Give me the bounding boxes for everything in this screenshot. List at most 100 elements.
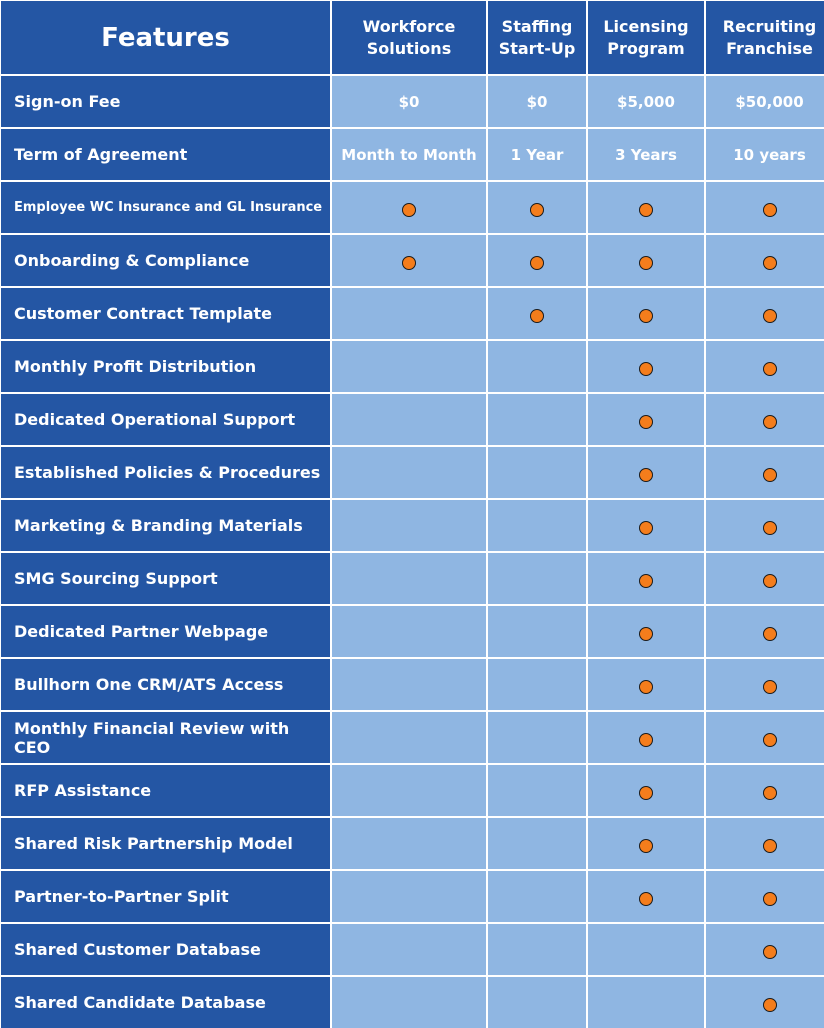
table-cell [332,341,486,392]
table-cell [488,606,586,657]
table-cell: $0 [488,76,586,127]
table-cell [706,818,824,869]
table-cell [332,818,486,869]
included-dot-icon [762,732,777,747]
table-cell [332,924,486,975]
table-cell [706,606,824,657]
included-dot-icon [762,414,777,429]
table-cell [332,182,486,233]
feature-label: Shared Customer Database [1,924,330,975]
table-cell [706,394,824,445]
table-cell [588,659,704,710]
included-dot-icon [402,255,416,270]
plan-header-licensing-program: Licensing Program [588,1,704,74]
table-cell [588,394,704,445]
table-cell [332,553,486,604]
included-dot-icon [639,679,653,694]
included-dot-icon [639,838,653,853]
feature-label: SMG Sourcing Support [1,553,330,604]
table-cell [588,341,704,392]
table-cell: 10 years [706,129,824,180]
included-dot-icon [762,679,777,694]
plan-header-staffing-start-up: Staffing Start-Up [488,1,586,74]
cell-value: $5,000 [617,92,675,111]
feature-label: Shared Risk Partnership Model [1,818,330,869]
table-cell [706,712,824,763]
table-cell [706,235,824,286]
table-cell [706,871,824,922]
feature-label: Partner-to-Partner Split [1,871,330,922]
included-dot-icon [639,467,653,482]
table-cell [332,288,486,339]
table-cell [588,553,704,604]
included-dot-icon [762,573,777,588]
feature-label: Monthly Profit Distribution [1,341,330,392]
included-dot-icon [639,785,653,800]
cell-value: 1 Year [510,145,564,164]
included-dot-icon [530,255,544,270]
feature-label: Onboarding & Compliance [1,235,330,286]
table-cell [588,977,704,1028]
included-dot-icon [530,308,544,323]
table-cell [488,288,586,339]
table-cell [588,871,704,922]
table-cell [332,765,486,816]
table-cell [332,235,486,286]
included-dot-icon [639,308,653,323]
cell-value: Month to Month [341,145,477,164]
included-dot-icon [762,891,777,906]
included-dot-icon [530,202,544,217]
table-cell [706,765,824,816]
table-cell: Month to Month [332,129,486,180]
feature-label: RFP Assistance [1,765,330,816]
cell-value: 3 Years [615,145,677,164]
table-cell [588,182,704,233]
feature-label: Marketing & Branding Materials [1,500,330,551]
feature-label: Dedicated Operational Support [1,394,330,445]
table-cell [706,924,824,975]
table-cell [488,659,586,710]
table-cell [706,182,824,233]
cell-value: $0 [526,92,548,111]
included-dot-icon [762,308,777,323]
table-cell [332,606,486,657]
included-dot-icon [639,732,653,747]
table-cell [332,659,486,710]
feature-label: Customer Contract Template [1,288,330,339]
cell-value: 10 years [733,145,806,164]
table-cell [706,977,824,1028]
table-cell [488,394,586,445]
included-dot-icon [639,891,653,906]
table-cell [332,500,486,551]
table-cell [488,182,586,233]
table-cell [488,447,586,498]
table-cell [488,871,586,922]
table-cell [588,818,704,869]
included-dot-icon [639,520,653,535]
table-cell [332,871,486,922]
feature-label: Bullhorn One CRM/ATS Access [1,659,330,710]
table-cell [588,712,704,763]
features-header: Features [1,1,330,74]
table-cell [706,447,824,498]
included-dot-icon [402,202,416,217]
cell-value: $0 [398,92,420,111]
table-cell [488,765,586,816]
table-cell: 1 Year [488,129,586,180]
table-cell [588,924,704,975]
plan-header-workforce-solutions: Workforce Solutions [332,1,486,74]
included-dot-icon [762,997,777,1012]
table-cell [488,235,586,286]
table-cell [488,712,586,763]
table-cell [588,235,704,286]
table-cell [588,447,704,498]
feature-label: Established Policies & Procedures [1,447,330,498]
included-dot-icon [762,944,777,959]
table-cell: $50,000 [706,76,824,127]
included-dot-icon [762,520,777,535]
included-dot-icon [762,626,777,641]
table-cell [332,712,486,763]
table-cell [588,500,704,551]
table-cell: $0 [332,76,486,127]
